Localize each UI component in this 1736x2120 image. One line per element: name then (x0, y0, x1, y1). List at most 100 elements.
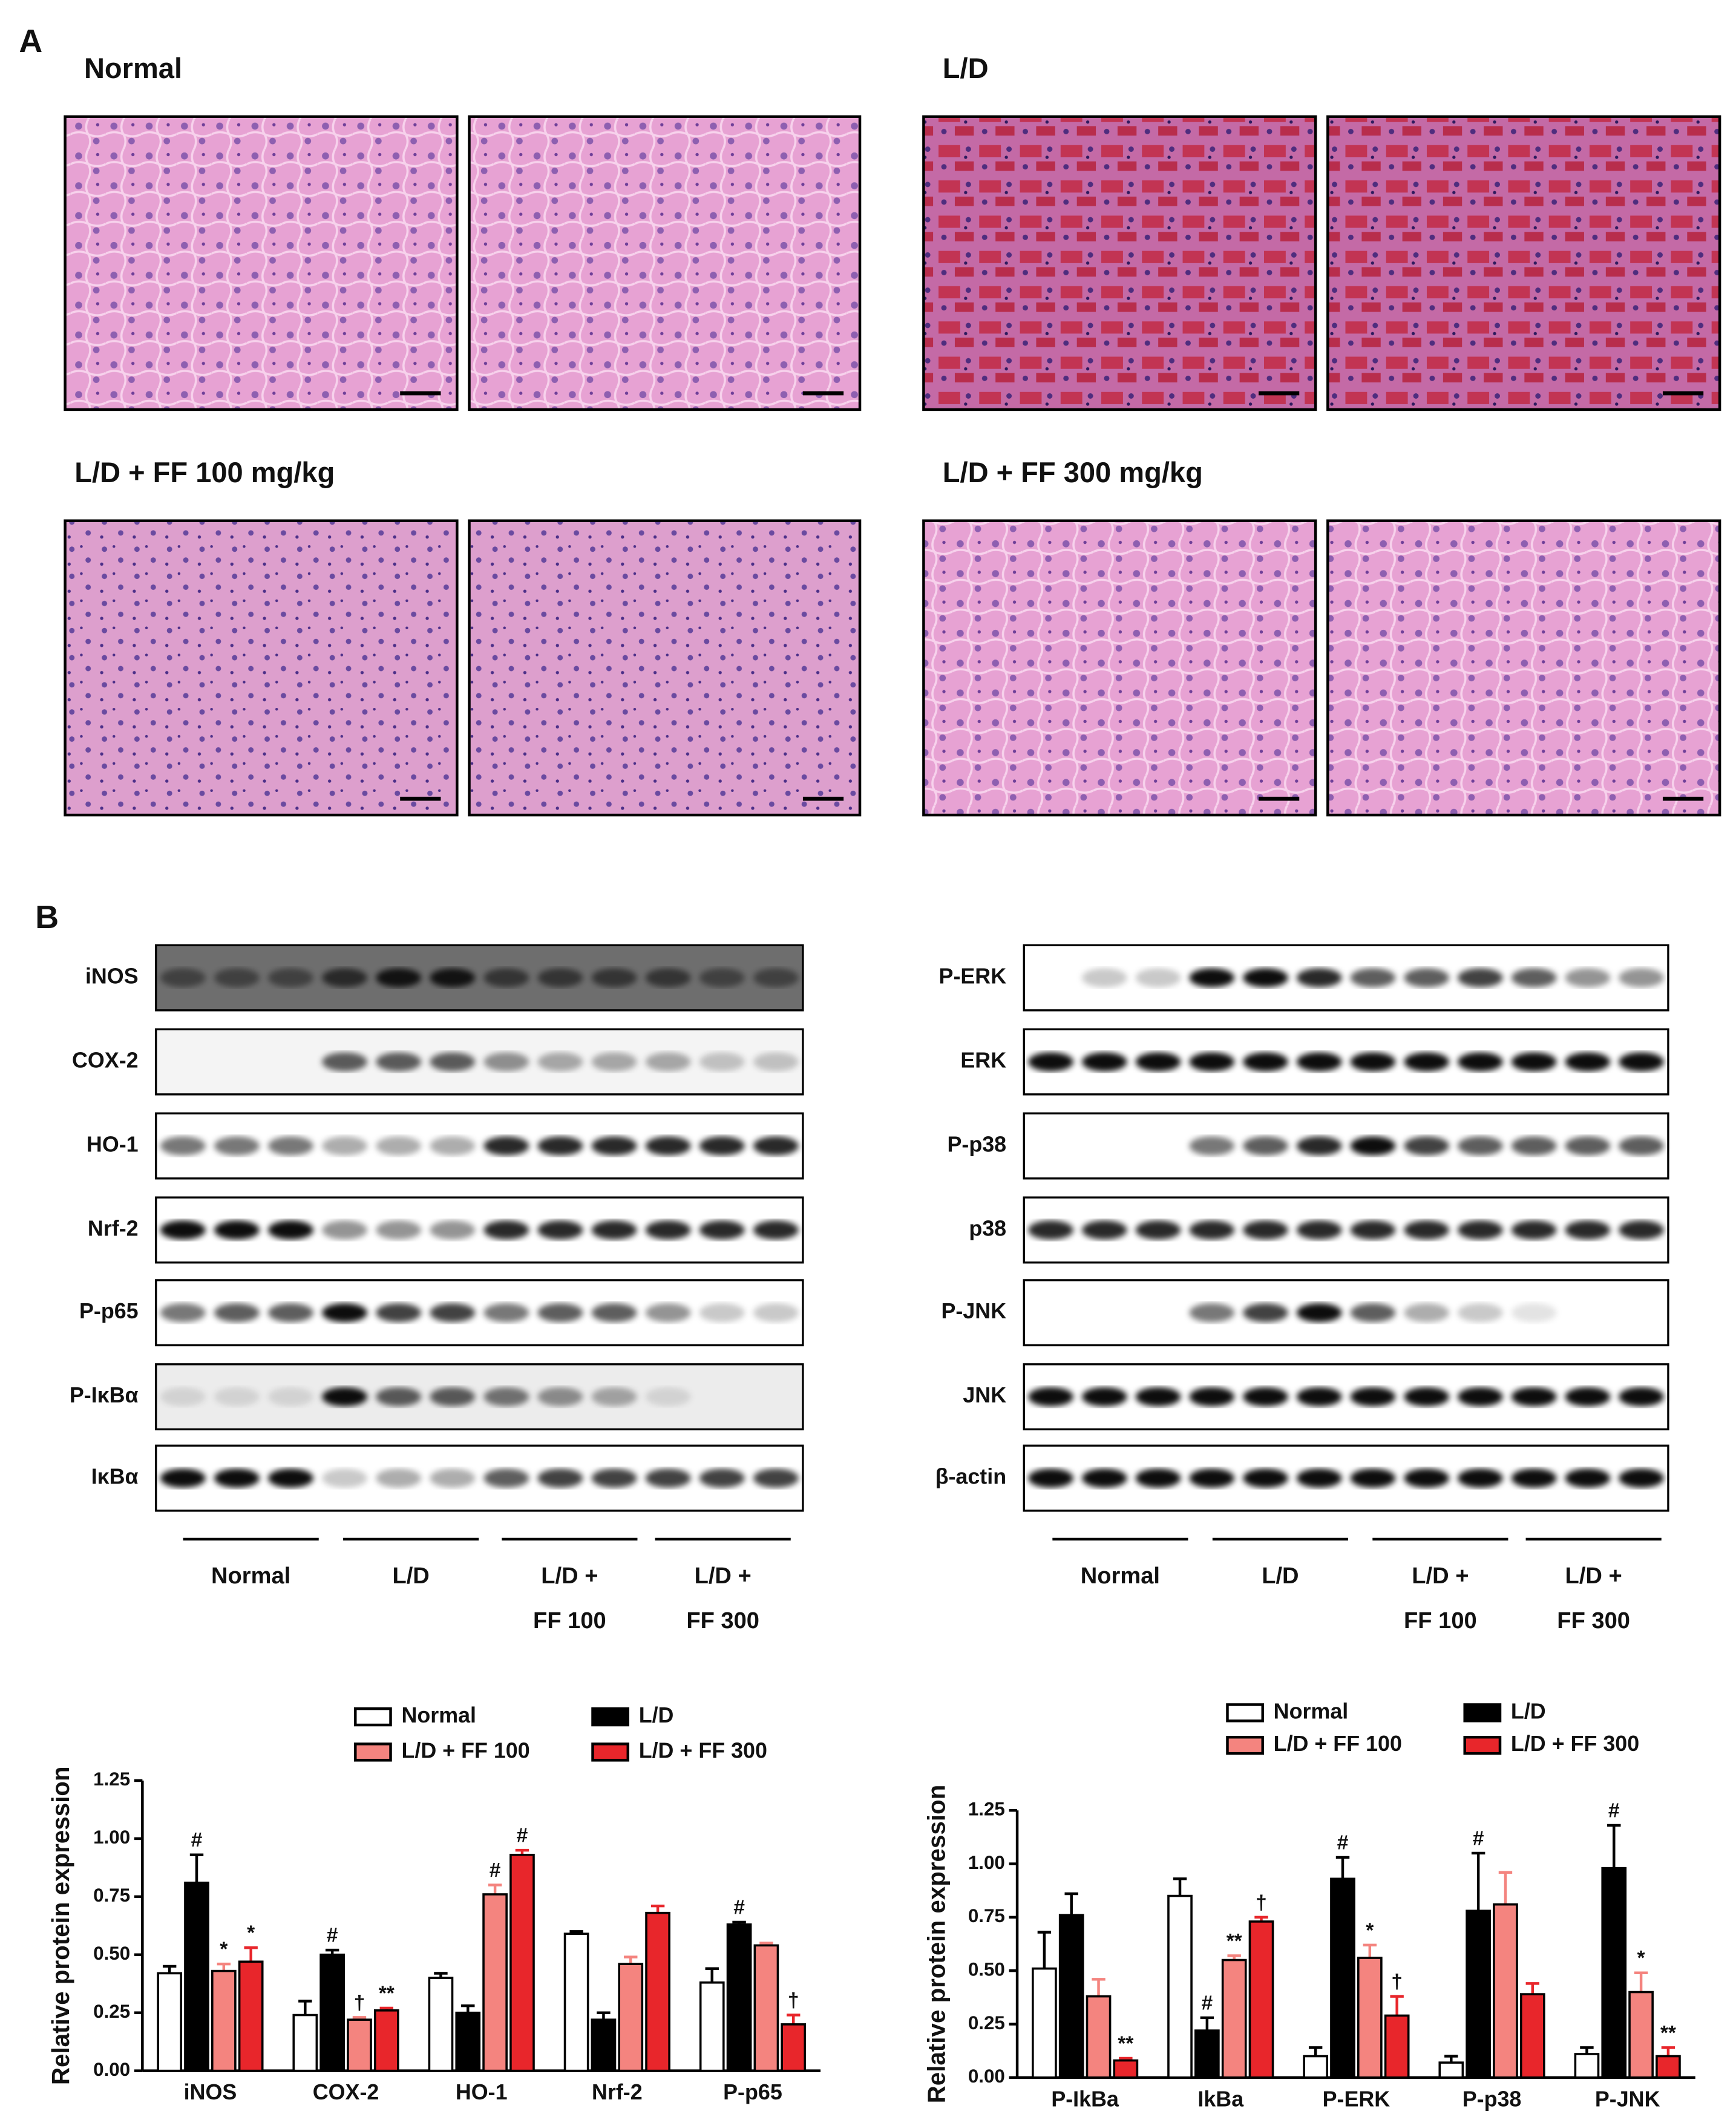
group-label: L/D (1262, 1563, 1299, 1589)
bar (1194, 2029, 1220, 2079)
bar (1466, 1909, 1491, 2079)
band (645, 968, 691, 987)
blot-label: P-JNK (942, 1299, 1007, 1323)
band (1189, 1052, 1235, 1071)
band (537, 1052, 583, 1071)
band (483, 1220, 529, 1240)
histology-image (64, 519, 459, 817)
bar (1167, 1894, 1193, 2079)
band (214, 968, 260, 987)
blot-label: P-p38 (947, 1132, 1006, 1156)
blot-strip (1023, 1112, 1669, 1180)
band (1028, 1387, 1073, 1407)
group-label: FF 100 (533, 1608, 606, 1634)
significance-mark: † (354, 1992, 365, 2014)
band (1511, 1220, 1557, 1240)
band (1511, 1136, 1557, 1156)
legend-swatch (1463, 1703, 1502, 1723)
y-tick-label: 0.50 (968, 1958, 1005, 1980)
band (1350, 1387, 1396, 1407)
band (1135, 1052, 1181, 1071)
legend-label: L/D + FF 300 (639, 1738, 767, 1762)
band (591, 1052, 637, 1071)
x-tick-label: COX-2 (313, 2080, 379, 2104)
y-tick-label: 0.75 (93, 1885, 130, 1906)
band (1243, 1303, 1288, 1323)
significance-mark: † (1256, 1891, 1267, 1914)
band (322, 1136, 368, 1156)
band (753, 1468, 799, 1488)
band (699, 1468, 745, 1488)
blot-bands (160, 1303, 799, 1323)
blot-strip (155, 1363, 804, 1431)
band (1404, 968, 1449, 987)
legend-swatch (1226, 1703, 1264, 1723)
band (322, 1303, 368, 1323)
blot-label: P-IκBα (70, 1383, 139, 1407)
bar (1113, 2059, 1139, 2079)
group-heading: L/D + FF 100 mg/kg (74, 456, 335, 488)
band (1404, 1468, 1449, 1488)
blot-strip (155, 1028, 804, 1096)
blot-strip (1023, 1028, 1669, 1096)
x-tick-label: IkBa (1197, 2087, 1244, 2111)
band (1404, 1052, 1449, 1071)
legend-label: L/D + FF 300 (1511, 1732, 1639, 1756)
bar (482, 1893, 508, 2072)
blot-label: COX-2 (72, 1048, 139, 1072)
blot-strip (155, 944, 804, 1012)
bar (1384, 2014, 1410, 2079)
blot-label: β-actin (935, 1465, 1007, 1489)
group-label: FF 300 (1557, 1608, 1630, 1634)
blot-label: HO-1 (87, 1132, 139, 1156)
bar (157, 1972, 183, 2072)
significance-mark: ** (1118, 2033, 1134, 2055)
group-label: L/D + (1565, 1563, 1622, 1589)
band (430, 1052, 476, 1071)
blot-strip (155, 1279, 804, 1347)
band (214, 1303, 260, 1323)
band (483, 1303, 529, 1323)
blot-label: P-p65 (79, 1299, 139, 1323)
band (1350, 1303, 1396, 1323)
significance-mark: # (1473, 1827, 1484, 1850)
blot-strip (155, 1444, 804, 1512)
band (1350, 1136, 1396, 1156)
band (1243, 1468, 1288, 1488)
band (1189, 1468, 1235, 1488)
significance-mark: # (733, 1897, 745, 1919)
bar (726, 1923, 752, 2072)
band (1458, 1136, 1503, 1156)
band (1296, 1052, 1342, 1071)
band (376, 1468, 422, 1488)
legend-swatch (1463, 1736, 1502, 1755)
band (322, 1220, 368, 1240)
band (322, 1468, 368, 1488)
band (376, 1220, 422, 1240)
band (1350, 1468, 1396, 1488)
group-label: L/D + (541, 1563, 598, 1589)
band (1028, 1220, 1073, 1240)
blot-bands (160, 968, 799, 987)
legend-swatch (591, 1707, 630, 1727)
x-tick-label: P-ERK (1323, 2087, 1390, 2111)
band (591, 1387, 637, 1407)
band (430, 1220, 476, 1240)
bar (1058, 1914, 1084, 2079)
band (1296, 968, 1342, 987)
bar (781, 2023, 807, 2072)
blot-bands (160, 1220, 799, 1240)
y-tick-label: 0.75 (968, 1905, 1005, 1926)
band (160, 1303, 206, 1323)
band (1565, 1052, 1611, 1071)
band (160, 1136, 206, 1156)
blot-bands (1028, 1468, 1664, 1488)
bar (1248, 1920, 1274, 2079)
legend-swatch (354, 1742, 392, 1762)
group-heading: Normal (84, 52, 182, 84)
significance-mark: * (220, 1938, 228, 1961)
bar (319, 1953, 345, 2072)
band (753, 1052, 799, 1071)
band (699, 1052, 745, 1071)
band (753, 968, 799, 987)
